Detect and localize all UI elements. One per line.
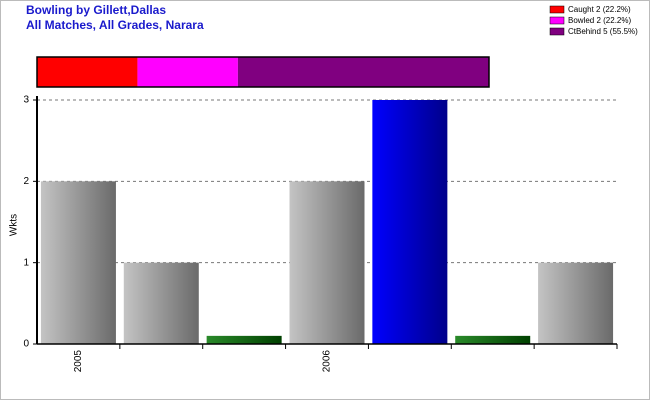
bar (123, 262, 199, 344)
legend-swatch (549, 16, 565, 25)
legend-swatch (549, 27, 565, 36)
breakdown-segment (37, 57, 138, 87)
bar (372, 100, 448, 344)
bar (206, 335, 282, 344)
breakdown-frame (36, 56, 490, 88)
y-axis-label: Wkts (9, 214, 20, 236)
bar (40, 181, 116, 344)
bar (455, 335, 531, 344)
y-tick-label: 1 (23, 257, 29, 268)
y-tick-label: 2 (23, 176, 29, 187)
legend-label: CtBehind 5 (55.5%) (568, 27, 638, 36)
chart-subtitle: All Matches, All Grades, Narara (26, 18, 204, 32)
breakdown-segment (137, 57, 238, 87)
y-tick-label: 3 (23, 95, 29, 106)
legend-swatch (549, 5, 565, 14)
breakdown-segment (237, 57, 489, 87)
y-tick-label: 0 (23, 339, 29, 350)
legend-label: Caught 2 (22.2%) (568, 5, 631, 14)
bar (289, 181, 365, 344)
legend-label: Bowled 2 (22.2%) (568, 16, 631, 25)
chart-title: Bowling by Gillett,Dallas (26, 3, 166, 17)
x-tick-label: 2006 (322, 350, 333, 373)
bar (538, 262, 614, 344)
x-tick-label: 2005 (73, 350, 84, 373)
